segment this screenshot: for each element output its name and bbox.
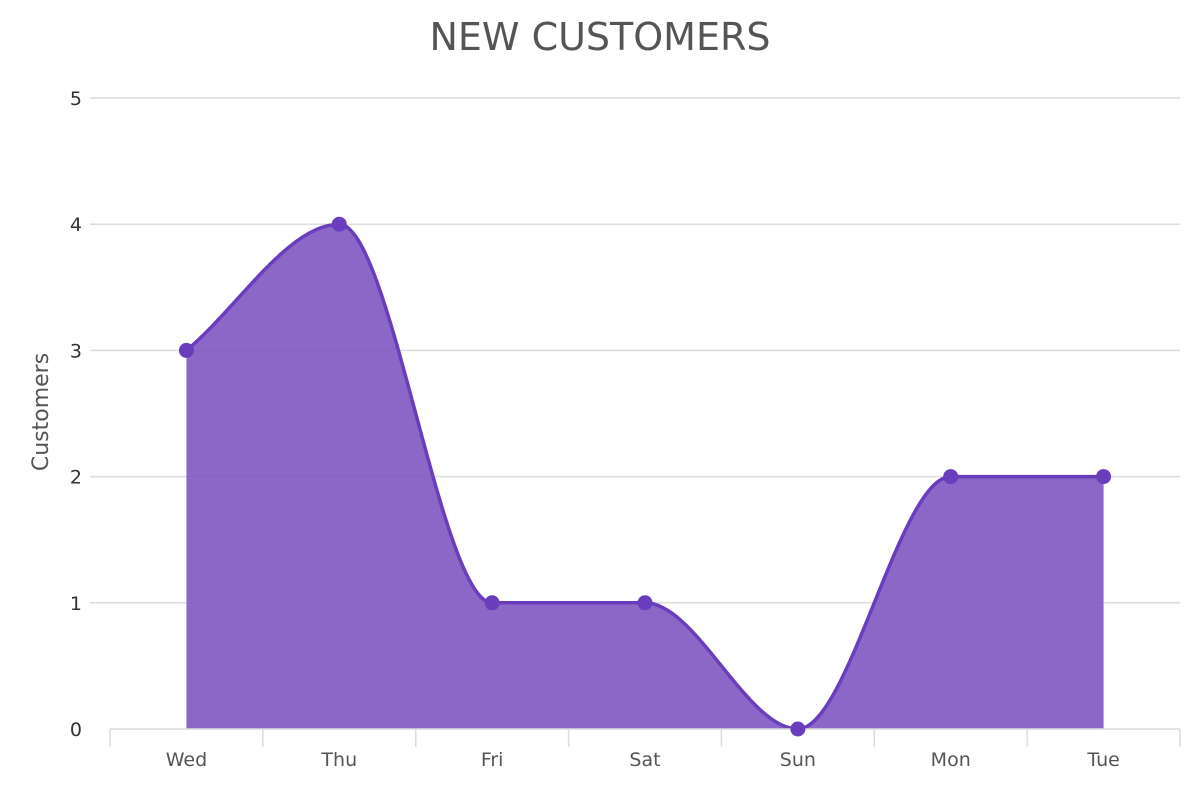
- data-point: [178, 342, 194, 358]
- y-tick-label: 3: [70, 340, 82, 362]
- chart-title: NEW CUSTOMERS: [430, 15, 771, 59]
- area-fill: [186, 224, 1104, 729]
- data-points: [178, 216, 1112, 737]
- data-point: [790, 721, 806, 737]
- data-point: [331, 216, 347, 232]
- y-tick-label: 1: [70, 593, 82, 615]
- y-axis-ticks: 0 1 2 3 4 5: [70, 88, 82, 741]
- x-tick-label: Wed: [166, 749, 207, 771]
- data-point: [1096, 469, 1112, 485]
- x-axis: [109, 728, 1181, 747]
- x-tick-label: Sat: [629, 749, 660, 771]
- y-axis-label: Customers: [29, 353, 54, 471]
- x-tick-label: Thu: [320, 749, 357, 771]
- y-tick-label: 0: [70, 719, 82, 741]
- x-axis-ticks: Wed Thu Fri Sat Sun Mon Tue: [166, 749, 1120, 771]
- data-point: [943, 469, 959, 485]
- data-point: [637, 595, 653, 611]
- y-tick-label: 4: [70, 214, 82, 236]
- x-tick-label: Mon: [931, 749, 971, 771]
- y-tick-label: 5: [70, 88, 82, 110]
- data-point: [484, 595, 500, 611]
- x-tick-label: Tue: [1086, 749, 1119, 771]
- x-tick-label: Sun: [780, 749, 816, 771]
- y-tick-label: 2: [70, 467, 82, 489]
- x-tick-label: Fri: [481, 749, 504, 771]
